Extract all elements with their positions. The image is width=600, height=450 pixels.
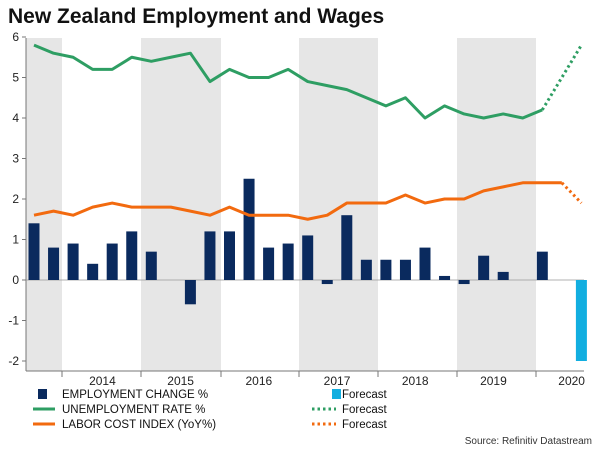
legend-label-bar-forecast: Forecast xyxy=(342,389,388,401)
year-band xyxy=(457,38,536,371)
legend-swatch-bar-forecast xyxy=(332,389,341,399)
employment-bar xyxy=(184,280,196,305)
legend-label-labor-cost-forecast: Forecast xyxy=(342,419,388,431)
labor-cost-line xyxy=(33,181,562,221)
x-tick-label: 2015 xyxy=(167,374,194,388)
line-series xyxy=(33,43,583,221)
employment-bar xyxy=(380,259,392,280)
employment-bar xyxy=(439,275,451,280)
forecast-bar xyxy=(575,280,587,361)
employment-bar xyxy=(497,271,509,280)
employment-bar xyxy=(67,243,79,280)
y-tick-label: -1 xyxy=(8,314,19,328)
employment-bar xyxy=(282,243,294,280)
x-tick-label: 2016 xyxy=(245,374,272,388)
employment-bar xyxy=(419,247,431,280)
y-tick-label: 6 xyxy=(12,30,19,44)
y-tick-label: 4 xyxy=(12,111,19,125)
legend-label-employment: EMPLOYMENT CHANGE % xyxy=(62,389,208,401)
employment-bar xyxy=(106,243,118,280)
employment-bar xyxy=(204,231,216,280)
legend-swatch-employment xyxy=(38,389,47,399)
y-tick-label: 1 xyxy=(12,233,19,247)
x-tick-label: 2020 xyxy=(558,374,585,388)
legend: EMPLOYMENT CHANGE % Forecast UNEMPLOYMENT … xyxy=(33,389,388,431)
year-band xyxy=(141,38,221,371)
employment-bar xyxy=(145,251,157,280)
y-tick-label: -2 xyxy=(8,354,19,368)
y-tick-label: 2 xyxy=(12,192,19,206)
legend-label-unemployment: UNEMPLOYMENT RATE % xyxy=(62,404,205,416)
employment-bar xyxy=(263,247,275,280)
legend-label-labor-cost: LABOR COST INDEX (YoY%) xyxy=(62,419,216,431)
legend-label-unemployment-forecast: Forecast xyxy=(342,404,388,416)
x-tick-label: 2018 xyxy=(402,374,429,388)
employment-bar xyxy=(126,231,138,280)
x-tick-label: 2014 xyxy=(89,374,116,388)
employment-bar xyxy=(87,263,99,280)
x-tick-label: 2017 xyxy=(324,374,351,388)
bar-series xyxy=(28,178,587,361)
employment-bar xyxy=(243,178,255,280)
y-tick-label: 3 xyxy=(12,152,19,166)
y-tick-label: 0 xyxy=(12,273,19,287)
employment-bar xyxy=(28,223,40,280)
labor-cost-forecast-line xyxy=(560,181,583,205)
unemployment-line xyxy=(33,43,543,120)
employment-bar xyxy=(536,251,548,280)
employment-bar xyxy=(224,231,235,280)
year-band xyxy=(26,38,62,371)
employment-bar xyxy=(458,280,470,285)
employment-bar xyxy=(302,235,314,280)
employment-bar xyxy=(478,255,490,280)
employment-bar xyxy=(399,259,411,280)
employment-bar xyxy=(321,280,333,285)
x-tick-label: 2019 xyxy=(480,374,507,388)
employment-bar xyxy=(48,247,60,280)
unemployment-forecast-line xyxy=(541,44,583,111)
chart-title: New Zealand Employment and Wages xyxy=(8,5,384,28)
source-note: Source: Refinitiv Datastream xyxy=(465,436,592,447)
employment-bar xyxy=(360,259,372,280)
employment-bar xyxy=(341,215,353,280)
axes: 6 5 4 3 2 1 0 -1 -2 2014 2015 2016 2017 2018 2019 2020 xyxy=(8,30,585,388)
y-tick-label: 5 xyxy=(12,71,19,85)
